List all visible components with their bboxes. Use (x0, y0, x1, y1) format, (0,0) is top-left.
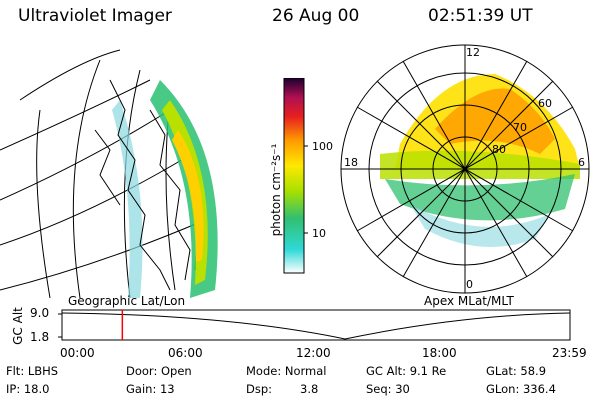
mlt-label-0: 0 (466, 278, 473, 291)
apex-panel-label: Apex MLat/MLT (424, 294, 514, 308)
mlt-label-6: 6 (578, 156, 585, 169)
lat-label-60: 60 (538, 97, 552, 110)
info-gain: Gain: 13 (126, 382, 175, 396)
info-dsp-label: Dsp: (246, 382, 273, 396)
window-title: Ultraviolet Imager (18, 6, 172, 26)
xtick-06-00: 06:00 (168, 346, 203, 360)
time-label: 02:51:39 UT (428, 6, 533, 26)
info-door: Door: Open (126, 364, 192, 378)
altitude-plot (58, 309, 571, 341)
xtick-00-00: 00:00 (60, 346, 95, 360)
info-flt: Flt: LBHS (6, 364, 59, 378)
date-label: 26 Aug 00 (272, 6, 360, 26)
mlt-label-18: 18 (344, 156, 358, 169)
mlt-label-12: 12 (466, 46, 480, 59)
info-mode: Mode: Normal (246, 364, 327, 378)
xtick-12-00: 12:00 (296, 346, 331, 360)
xtick-18-00: 18:00 (422, 346, 457, 360)
info-seq: Seq: 30 (366, 382, 410, 396)
info-gc-alt: GC Alt: 9.1 Re (366, 364, 447, 378)
polar-mlt-panel (340, 44, 590, 294)
colorbar-tick-100: 100 (312, 140, 333, 153)
altitude-ytick-9: 9.0 (30, 306, 50, 320)
info-ip: IP: 18.0 (6, 382, 50, 396)
info-glon: GLon: 336.4 (486, 382, 556, 396)
xtick-23-59: 23:59 (552, 346, 587, 360)
geographic-panel-label: Geographic Lat/Lon (68, 294, 186, 308)
lat-label-70: 70 (513, 121, 527, 134)
altitude-ylabel: GC Alt (11, 307, 25, 345)
lat-label-80: 80 (492, 143, 506, 156)
altitude-ytick-1-8: 1.8 (30, 330, 50, 344)
colorbar (283, 78, 308, 274)
geographic-image-panel (0, 49, 218, 298)
info-dsp-value: 3.8 (300, 382, 319, 396)
colorbar-unit-label: photon cm⁻²s⁻¹ (269, 143, 283, 237)
info-glat: GLat: 58.9 (486, 364, 547, 378)
colorbar-tick-10: 10 (312, 227, 326, 240)
